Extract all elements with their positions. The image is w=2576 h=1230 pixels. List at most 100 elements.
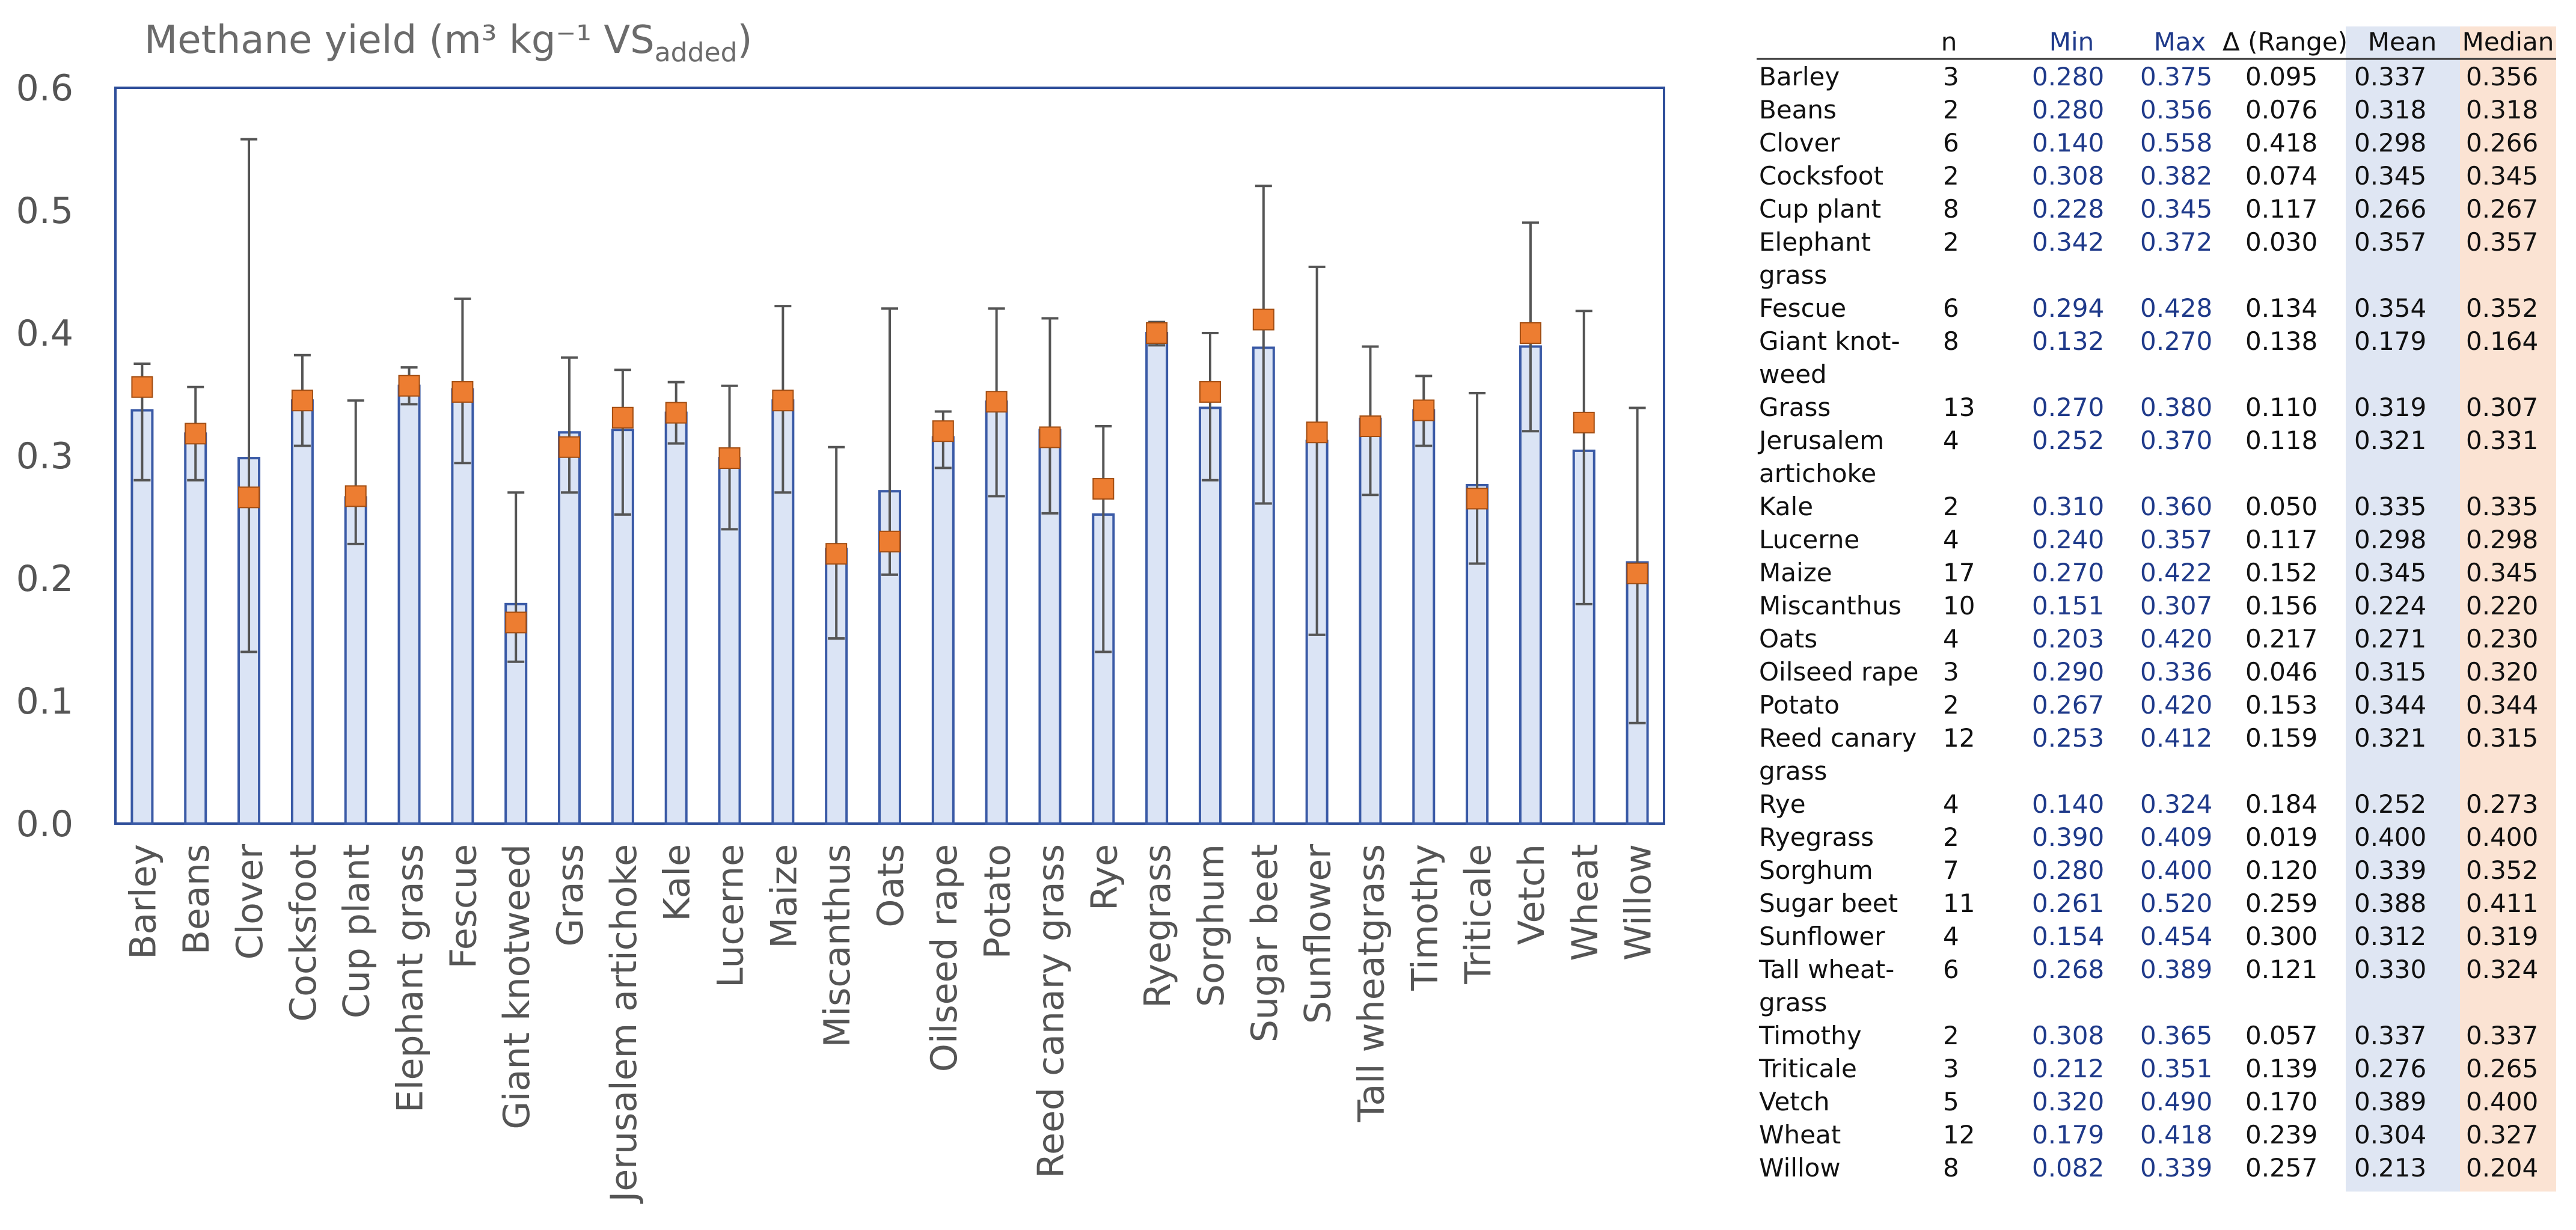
table-row: Vetch 5 0.320 0.490 0.170 0.389 0.400 <box>1759 1087 2538 1116</box>
table-row: Cocksfoot 2 0.308 0.382 0.074 0.345 0.345 <box>1759 161 2538 191</box>
cell-min: 0.212 <box>2032 1054 2104 1083</box>
mean-bar <box>931 436 955 825</box>
table-row: Triticale 3 0.212 0.351 0.139 0.276 0.265 <box>1758 1054 2538 1083</box>
cell-max: 0.420 <box>2140 690 2212 720</box>
row-name: Willow <box>1759 1153 1841 1183</box>
table-row: Beans 2 0.280 0.356 0.076 0.318 0.318 <box>1759 95 2538 124</box>
cell-n: 4 <box>1943 525 1959 554</box>
y-tick-label: 0.6 <box>16 67 73 109</box>
cell-range: 0.117 <box>2245 525 2317 554</box>
cell-median: 0.344 <box>2466 690 2538 720</box>
cell-max: 0.336 <box>2140 657 2212 687</box>
cell-max: 0.365 <box>2140 1021 2212 1050</box>
table-row: Miscanthus 10 0.151 0.307 0.156 0.224 0.220 <box>1759 591 2538 620</box>
cell-median: 0.320 <box>2466 657 2538 687</box>
table-row: Cup plant 8 0.228 0.345 0.117 0.266 0.267 <box>1759 194 2538 224</box>
cell-min: 0.154 <box>2032 922 2104 951</box>
chart-title-subscript: added <box>655 37 738 68</box>
table-row: Ryegrass 2 0.390 0.409 0.019 0.400 0.400 <box>1759 822 2538 852</box>
x-tick-label: Oilseed rape <box>923 844 965 1072</box>
mean-bar <box>397 384 421 825</box>
median-marker <box>558 436 581 458</box>
table-row: Rye 4 0.140 0.324 0.184 0.252 0.273 <box>1759 789 2538 819</box>
cell-median: 0.319 <box>2466 922 2538 951</box>
cell-mean: 0.337 <box>2354 62 2426 91</box>
x-tick-label: Jerusalem artichoke <box>603 844 645 1204</box>
cell-mean: 0.304 <box>2354 1120 2426 1149</box>
row-name: grass <box>1759 988 1827 1017</box>
cell-n: 4 <box>1943 922 1959 951</box>
x-tick-label: Timothy <box>1404 844 1446 991</box>
median-marker <box>611 406 634 429</box>
cell-mean: 0.179 <box>2354 326 2426 356</box>
x-tick-label: Ryegrass <box>1137 844 1179 1008</box>
table-row: Tall wheat-grass 6 0.268 0.389 0.121 0.330 0.3… <box>1758 955 2538 1017</box>
cell-max: 0.428 <box>2140 293 2212 323</box>
x-tick-label: Grass <box>549 844 592 946</box>
cell-min: 0.228 <box>2032 194 2104 224</box>
cell-min: 0.261 <box>2032 889 2104 918</box>
median-marker <box>825 543 848 565</box>
cell-median: 0.331 <box>2466 426 2538 455</box>
cell-n: 5 <box>1943 1087 1959 1116</box>
row-name: Triticale <box>1758 1054 1857 1083</box>
cell-range: 0.050 <box>2245 492 2317 521</box>
row-name: Potato <box>1759 690 1840 720</box>
cell-median: 0.400 <box>2466 822 2538 852</box>
x-tick-label: Sunflower <box>1297 844 1339 1024</box>
y-tick-label: 0.2 <box>16 558 73 600</box>
cell-range: 0.139 <box>2245 1054 2317 1083</box>
x-tick-label: Tall wheatgrass <box>1350 844 1392 1122</box>
row-name: Lucerne <box>1759 525 1859 554</box>
row-name: Oilseed rape <box>1759 657 1918 687</box>
cell-min: 0.179 <box>2032 1120 2104 1149</box>
header-range: Δ (Range) <box>2223 27 2348 57</box>
cell-min: 0.203 <box>2032 624 2104 653</box>
row-name: Beans <box>1759 95 1837 124</box>
cell-mean: 0.337 <box>2354 1021 2426 1050</box>
cell-n: 8 <box>1943 1153 1959 1183</box>
cell-range: 0.030 <box>2245 227 2317 257</box>
cell-n: 2 <box>1943 95 1959 124</box>
cell-min: 0.290 <box>2032 657 2104 687</box>
cell-max: 0.345 <box>2140 194 2212 224</box>
cell-median: 0.345 <box>2466 558 2538 587</box>
cell-max: 0.372 <box>2140 227 2212 257</box>
table-row: Clover 6 0.140 0.558 0.418 0.298 0.266 <box>1759 128 2538 158</box>
cell-range: 0.170 <box>2245 1087 2317 1116</box>
x-tick-label: Vetch <box>1511 844 1553 945</box>
cell-mean: 0.224 <box>2354 591 2426 620</box>
cell-n: 17 <box>1943 558 1975 587</box>
median-marker <box>985 391 1008 413</box>
cell-max: 0.324 <box>2140 789 2212 819</box>
table-row: Timothy 2 0.308 0.365 0.057 0.337 0.337 <box>1758 1021 2538 1050</box>
cell-min: 0.140 <box>2032 128 2104 158</box>
cell-range: 0.138 <box>2245 326 2317 356</box>
cell-range: 0.217 <box>2245 624 2317 653</box>
cell-n: 13 <box>1943 393 1975 422</box>
cell-max: 0.418 <box>2140 1120 2212 1149</box>
header-mean: Mean <box>2368 27 2437 57</box>
cell-range: 0.046 <box>2245 657 2317 687</box>
table-row: Sunflower 4 0.154 0.454 0.300 0.312 0.319 <box>1759 922 2538 951</box>
cell-min: 0.132 <box>2032 326 2104 356</box>
median-marker <box>1146 322 1168 344</box>
y-tick-label: 0.3 <box>16 435 73 477</box>
median-marker <box>238 486 260 509</box>
row-name: Sorghum <box>1759 855 1873 885</box>
mean-bar <box>664 411 688 825</box>
mean-bar <box>1412 409 1436 825</box>
x-tick-label: Oats <box>870 844 912 928</box>
cell-min: 0.240 <box>2032 525 2104 554</box>
table-row: Barley 3 0.280 0.375 0.095 0.337 0.356 <box>1759 62 2538 91</box>
cell-min: 0.253 <box>2032 723 2104 753</box>
cell-min: 0.267 <box>2032 690 2104 720</box>
cell-n: 2 <box>1943 690 1959 720</box>
table-row: Potato 2 0.267 0.420 0.153 0.344 0.344 <box>1759 690 2538 720</box>
cell-median: 0.324 <box>2466 955 2538 984</box>
cell-mean: 0.354 <box>2354 293 2426 323</box>
header-n: n <box>1941 27 1957 57</box>
cell-n: 2 <box>1943 161 1959 191</box>
cell-range: 0.117 <box>2245 194 2317 224</box>
row-name: Vetch <box>1759 1087 1830 1116</box>
